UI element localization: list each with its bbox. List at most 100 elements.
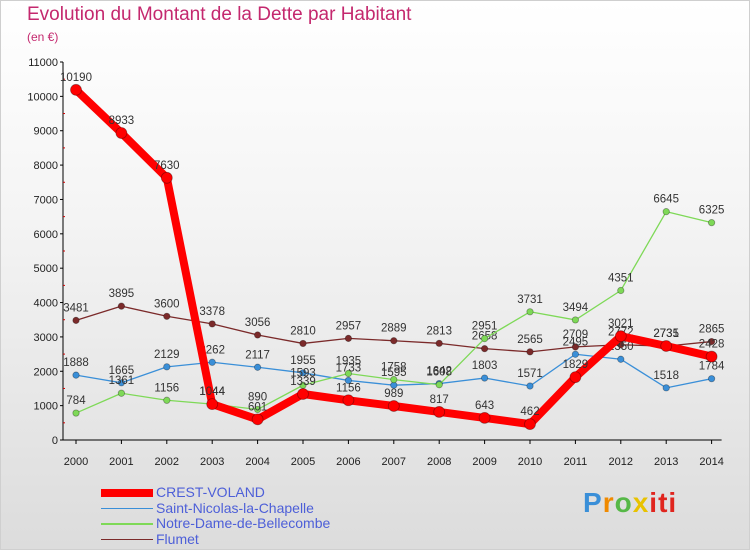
data-label: 2565 xyxy=(517,334,543,346)
data-label: 2709 xyxy=(563,329,589,341)
x-tick-label: 2013 xyxy=(654,456,678,468)
legend-swatch xyxy=(101,507,153,510)
x-tick-label: 2006 xyxy=(336,456,360,468)
data-point xyxy=(206,398,219,411)
data-point xyxy=(707,219,716,227)
line-chart: 0 1000 2000 3000 4000 5000 6000 7000 8000 9000 100… xyxy=(27,57,725,468)
data-point xyxy=(72,316,80,324)
y-tick-label: 3000 xyxy=(34,332,58,344)
data-label: 2129 xyxy=(154,349,180,361)
data-point xyxy=(614,330,627,343)
data-point xyxy=(390,375,398,384)
x-tick-label: 2012 xyxy=(609,456,633,468)
data-label: 1156 xyxy=(154,382,179,394)
series-crest-voland: 10190 8933 7630 1044 601 1339 1156 989 817 643 462… xyxy=(60,72,725,431)
data-point xyxy=(571,316,580,324)
y-tick-label: 5000 xyxy=(34,263,58,275)
x-tick-label: 2011 xyxy=(564,456,588,468)
legend-label: Notre-Dame-de-Bellecombe xyxy=(156,515,331,531)
data-label: 3481 xyxy=(63,302,89,314)
data-label: 2735 xyxy=(653,328,679,340)
proxiti-logo: Proxiti xyxy=(583,487,678,518)
data-point xyxy=(433,406,446,418)
data-label: 4351 xyxy=(608,272,634,284)
data-label: 3494 xyxy=(563,302,589,314)
data-label: 1784 xyxy=(699,361,725,373)
data-point xyxy=(254,363,262,371)
x-tick-label: 2004 xyxy=(245,456,269,468)
data-point xyxy=(660,340,673,352)
data-point xyxy=(208,320,216,328)
data-point xyxy=(117,302,126,310)
data-point xyxy=(72,371,80,379)
data-point xyxy=(299,369,307,377)
y-tick-label: 8000 xyxy=(34,160,58,172)
data-label: 817 xyxy=(430,394,449,406)
x-tick-label: 2014 xyxy=(699,456,723,468)
data-label: 2889 xyxy=(381,323,407,335)
data-label: 643 xyxy=(475,400,494,412)
data-point xyxy=(435,339,443,347)
data-label: 1733 xyxy=(336,362,362,374)
data-point xyxy=(344,376,352,385)
data-label: 1339 xyxy=(290,376,316,388)
data-label: 2957 xyxy=(336,320,362,332)
data-label: 3731 xyxy=(517,294,543,306)
data-label: 10190 xyxy=(60,72,92,84)
data-label: 890 xyxy=(248,391,267,403)
data-label: 1758 xyxy=(381,362,407,374)
data-label: 6325 xyxy=(699,205,725,217)
data-point xyxy=(299,339,307,348)
data-point xyxy=(662,208,670,216)
legend-swatch xyxy=(101,538,153,541)
y-tick-label: 6000 xyxy=(34,229,58,241)
data-point xyxy=(707,337,716,346)
data-point xyxy=(569,371,582,384)
data-label: 2731 xyxy=(653,328,679,340)
data-point xyxy=(387,400,400,412)
legend-swatch xyxy=(101,523,153,525)
legend-label: Flumet xyxy=(156,530,199,547)
data-label: 2865 xyxy=(699,324,725,336)
data-point xyxy=(662,384,670,392)
data-label: 1803 xyxy=(472,360,498,372)
data-label: 2117 xyxy=(245,349,270,361)
x-tick-label: 2005 xyxy=(291,456,315,468)
data-point xyxy=(251,413,264,426)
data-label: 1888 xyxy=(63,357,89,369)
data-label: 1518 xyxy=(653,370,679,382)
data-point xyxy=(480,334,489,343)
data-point xyxy=(115,127,128,139)
data-label: 7630 xyxy=(154,160,180,172)
data-point xyxy=(526,308,534,316)
data-label: 2810 xyxy=(290,325,316,337)
data-label: 3895 xyxy=(109,288,135,300)
data-label: 601 xyxy=(248,401,267,413)
legend-label: CREST-VOLAND xyxy=(156,484,265,500)
data-point xyxy=(524,418,536,431)
data-point xyxy=(480,374,489,382)
data-label: 3600 xyxy=(154,298,180,310)
data-label: 1955 xyxy=(290,355,316,367)
data-label: 1642 xyxy=(426,366,452,378)
data-point xyxy=(344,334,352,342)
data-point xyxy=(208,358,216,366)
data-label: 1361 xyxy=(109,375,135,387)
data-label: 3056 xyxy=(245,317,271,329)
data-point xyxy=(117,379,126,387)
data-point xyxy=(160,171,173,184)
x-tick-label: 2009 xyxy=(472,456,496,468)
chart-title: Evolution du Montant de la Dette par Hab… xyxy=(27,4,412,25)
series-notre-dame-de-bellecombe: 784 1361 1156 1044 890 1593 1935 1758 1608 2951 37… xyxy=(66,194,724,417)
data-point xyxy=(435,381,443,389)
x-tick-label: 2008 xyxy=(427,456,451,468)
data-label: 1935 xyxy=(336,356,362,368)
data-label: 784 xyxy=(66,395,86,407)
data-label: 6645 xyxy=(653,194,679,206)
data-label: 2428 xyxy=(699,339,725,351)
x-tick-label: 2003 xyxy=(200,456,224,468)
y-tick-label: 9000 xyxy=(34,126,58,138)
y-tick-label: 2000 xyxy=(34,366,58,378)
